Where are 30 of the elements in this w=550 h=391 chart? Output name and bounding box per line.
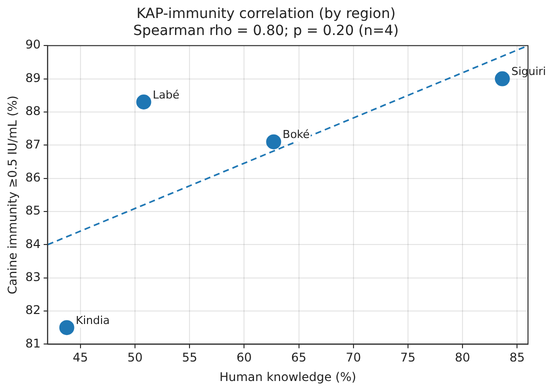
y-axis-title: Canine immunity ≥0.5 IU/mL (%) — [5, 96, 20, 294]
y-tick-label: 82 — [25, 303, 41, 318]
x-tick-label: 75 — [400, 350, 416, 365]
y-tick-label: 88 — [25, 104, 41, 118]
x-axis-title: Human knowledge (%) — [219, 370, 356, 384]
x-tick-label: 65 — [291, 350, 306, 365]
y-tick-label: 87 — [25, 137, 41, 152]
y-tick-label: 81 — [25, 336, 41, 350]
annotation: Kindia — [76, 314, 110, 327]
point — [136, 94, 152, 110]
y-tick-label: 83 — [25, 270, 41, 284]
point — [494, 71, 510, 86]
y-tick-label: 86 — [25, 170, 41, 184]
x-tick-label: 45 — [72, 350, 88, 365]
annotation: Boké — [282, 128, 310, 142]
x-tick-label: 55 — [182, 350, 198, 365]
y-tick-label: 84 — [25, 236, 41, 251]
x-tick-label: 85 — [509, 350, 525, 365]
point — [59, 320, 74, 336]
y-tick-label: 89 — [25, 70, 41, 85]
point — [266, 134, 282, 150]
x-tick-label: 60 — [236, 350, 252, 365]
x-tick-label: 80 — [454, 350, 470, 365]
x-tick-label: 70 — [346, 350, 361, 365]
annotation: Labé — [152, 88, 180, 102]
chart-title: KAP-immunity correlation (by region) — [136, 6, 396, 22]
x-tick-label: 50 — [127, 350, 143, 365]
y-tick-label: 85 — [25, 204, 41, 218]
chart-subtitle: Spearman rho = 0.80; p = 0.20 (n=4) — [133, 22, 399, 39]
y-tick-label: 90 — [25, 38, 41, 52]
